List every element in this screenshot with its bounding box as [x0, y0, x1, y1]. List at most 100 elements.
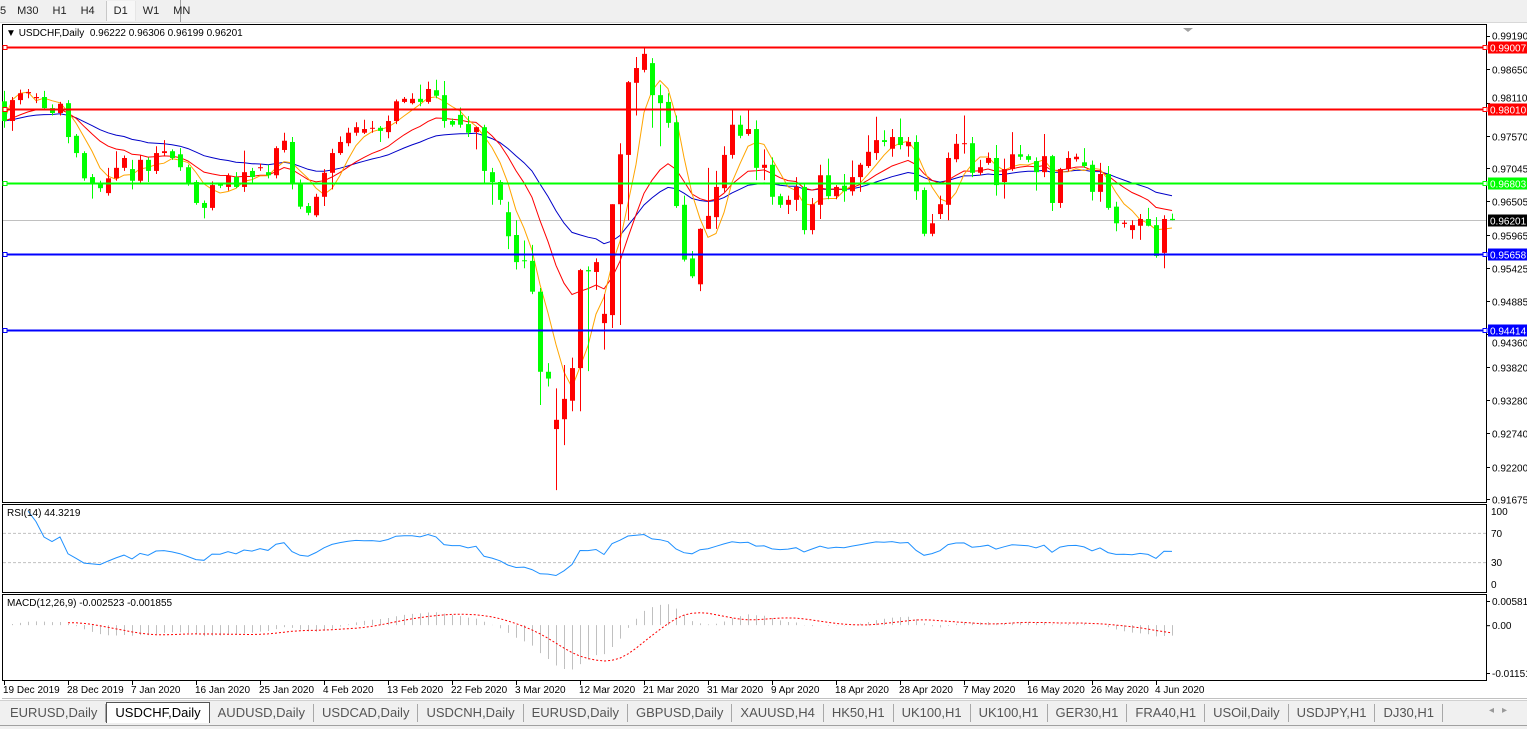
- candle: [666, 93, 671, 128]
- rsi-pane-frame: [2, 504, 1487, 593]
- macd-pane-frame: [2, 594, 1487, 681]
- chart-canvas[interactable]: 0.99190 0.98650 0.98110 0.97570 0.97045 0.965…: [0, 0, 1527, 700]
- candle-body: [610, 204, 615, 316]
- chart-tab[interactable]: AUDUSD,Daily: [210, 704, 315, 722]
- candle-body: [410, 98, 415, 104]
- candle: [18, 89, 23, 105]
- level-price-tag: [1488, 41, 1527, 54]
- candle: [978, 159, 983, 176]
- price-tick-label: 0.93820: [1492, 364, 1527, 375]
- candle-body: [778, 196, 783, 205]
- candle-body: [914, 141, 919, 192]
- candle-body: [98, 183, 103, 189]
- candle-body: [394, 101, 399, 122]
- date-label: 13 Feb 2020: [387, 685, 444, 696]
- candle-body: [178, 154, 183, 168]
- current-price-tag: [1488, 214, 1527, 227]
- price-tick-label: 0.98650: [1492, 66, 1527, 77]
- candle-body: [866, 151, 871, 166]
- date-label: 12 Mar 2020: [579, 685, 636, 696]
- level-handle-icon: [2, 107, 8, 112]
- macd-signal-line: [67, 612, 1173, 662]
- candle-body: [674, 122, 679, 207]
- candle: [82, 151, 87, 181]
- candle-body: [82, 153, 87, 179]
- candle: [1114, 201, 1119, 232]
- chart-tab[interactable]: FRA40,H1: [1127, 704, 1206, 722]
- date-label: 4 Feb 2020: [323, 685, 374, 696]
- date-label: 7 May 2020: [963, 685, 1016, 696]
- level-price-label: 0.99007: [1490, 44, 1527, 55]
- candle: [1042, 133, 1047, 178]
- candle: [642, 46, 647, 73]
- triangle-down-icon[interactable]: ▼: [6, 28, 19, 39]
- level-handle-icon: [2, 45, 8, 50]
- candle: [170, 149, 175, 160]
- candle-body: [970, 143, 975, 173]
- rsi-label: RSI(14) 44.3219: [7, 508, 81, 519]
- scroll-left-icon[interactable]: ◂: [1488, 705, 1502, 716]
- candle-body: [1002, 169, 1007, 183]
- chart-tab[interactable]: USDJPY,H1: [1289, 704, 1376, 722]
- date-label: 3 Mar 2020: [515, 685, 566, 696]
- chart-tab[interactable]: GBPUSD,Daily: [628, 704, 733, 722]
- date-label: 7 Jan 2020: [131, 685, 181, 696]
- timeframe-h4-button[interactable]: H4: [80, 5, 95, 17]
- candle: [370, 121, 375, 133]
- timeframe-toolbar: 5 M30 H1 H4 D1 W1 MN: [0, 0, 1527, 23]
- chart-tab[interactable]: USOil,Daily: [1205, 704, 1289, 722]
- level-handle-icon: [2, 252, 8, 257]
- candle: [1122, 220, 1127, 228]
- candle: [26, 88, 31, 99]
- candle: [34, 93, 39, 104]
- chart-header: ▼ USDCHF,Daily 0.96222 0.96306 0.96199 0…: [6, 28, 243, 39]
- price-tick-label: 0.95425: [1492, 265, 1527, 276]
- candle-body: [506, 212, 511, 237]
- date-label: 22 Feb 2020: [451, 685, 508, 696]
- chart-tab[interactable]: UK100,H1: [894, 704, 971, 722]
- level-price-tag: [1488, 248, 1527, 261]
- candle-body: [1162, 218, 1167, 253]
- candle-body: [1042, 156, 1047, 173]
- timeframe-d1-button[interactable]: D1: [105, 1, 136, 21]
- chart-tab[interactable]: USDCNH,Daily: [418, 704, 524, 722]
- candle-body: [1114, 206, 1119, 224]
- candle: [618, 143, 623, 325]
- chart-tab[interactable]: UK100,H1: [971, 704, 1048, 722]
- candle: [1154, 217, 1159, 258]
- candle: [322, 169, 327, 207]
- chart-tab[interactable]: USDCAD,Daily: [314, 704, 419, 722]
- chart-tab[interactable]: EURUSD,Daily: [524, 704, 628, 722]
- candle: [354, 122, 359, 136]
- chart-tab[interactable]: GER30,H1: [1048, 704, 1128, 722]
- chart-tab[interactable]: HK50,H1: [824, 704, 894, 722]
- candle-body: [282, 140, 287, 150]
- timeframe-m30-button[interactable]: M30: [17, 5, 39, 17]
- candle-body: [466, 124, 471, 133]
- timeframe-h1-button[interactable]: H1: [52, 5, 67, 17]
- candle: [162, 140, 167, 157]
- timeframe-w1-button[interactable]: W1: [142, 5, 160, 17]
- candle: [570, 357, 575, 412]
- scroll-right-icon[interactable]: ▸: [1501, 705, 1515, 716]
- candle: [1026, 154, 1031, 163]
- candle: [1010, 132, 1015, 171]
- candle-body: [802, 186, 807, 231]
- candle: [858, 162, 863, 192]
- timeframe-mn-button[interactable]: MN: [173, 5, 191, 17]
- candle-body: [962, 143, 967, 145]
- chart-tab[interactable]: DJ30,H1: [1375, 704, 1444, 722]
- chart-tab[interactable]: EURUSD,Daily: [2, 704, 107, 722]
- timeframe-5-button[interactable]: 5: [0, 5, 7, 17]
- candle: [866, 135, 871, 168]
- chart-tab[interactable]: XAUUSD,H4: [732, 704, 824, 722]
- candle-body: [74, 135, 79, 154]
- candle: [410, 93, 415, 105]
- level-price-tag: [1488, 177, 1527, 190]
- candle: [698, 228, 703, 292]
- candle: [658, 84, 663, 147]
- candle-body: [490, 172, 495, 183]
- candle: [66, 100, 71, 144]
- candle-body: [890, 137, 895, 149]
- chart-tab[interactable]: USDCHF,Daily: [106, 701, 210, 723]
